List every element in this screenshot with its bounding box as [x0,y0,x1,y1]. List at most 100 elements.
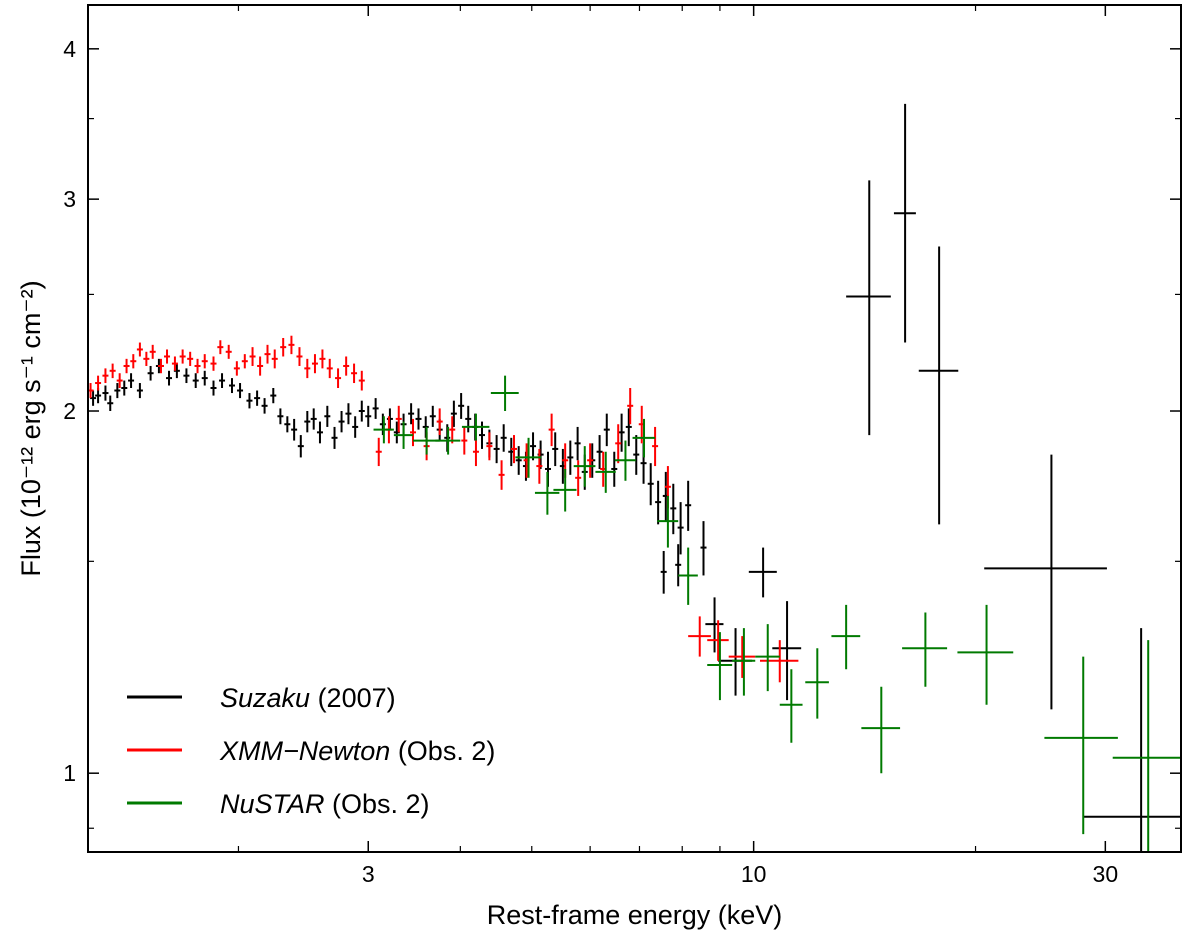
data-point [530,432,537,461]
data-point [171,356,178,371]
data-point [288,335,295,355]
data-point [179,349,186,364]
data-point [201,354,208,369]
legend-entry: XMM−Newton (Obs. 2) [127,736,495,766]
data-point [472,437,479,467]
data-point [201,370,208,386]
data-point [326,358,333,379]
data-point [595,451,616,493]
data-point [429,405,436,427]
data-point [358,400,365,422]
x-tick-label: 30 [1093,861,1119,887]
data-point [685,480,692,531]
data-point [688,616,711,657]
data-point [116,373,123,389]
data-point [102,385,109,401]
data-point [373,416,394,444]
data-point [310,408,317,430]
data-point [500,424,507,452]
data-point [210,356,217,371]
data-point [957,604,1014,705]
data-point [228,378,235,394]
data-point [270,388,277,404]
data-point [633,435,640,475]
data-point [458,393,465,419]
data-point [465,405,472,433]
data-point [678,547,698,605]
data-point [351,363,358,384]
data-point [700,521,707,576]
data-point [130,354,137,369]
x-axis-label: Rest-frame energy (keV) [487,900,783,930]
data-point [375,437,382,467]
data-point [632,418,656,458]
data-point [395,405,402,433]
data-point [805,648,829,719]
data-point [677,502,684,555]
data-point [237,383,244,399]
data-point [652,426,659,467]
plot-frame [87,4,1182,853]
legend-label: Suzaku (2007) [220,683,396,713]
data-point [277,408,284,425]
data-point [136,383,143,399]
data-point [614,440,636,481]
series-2 [373,375,1181,852]
data-point [254,390,261,406]
data-point [461,426,468,455]
data-point [534,471,560,515]
data-point [291,418,298,441]
data-point [596,435,603,469]
data-point [296,347,303,366]
data-point [486,432,493,461]
data-point [284,416,291,433]
data-point [498,460,505,490]
data-point [335,368,342,389]
data-point [435,426,461,455]
data-point [478,421,485,449]
legend-entry: Suzaku (2007) [127,683,396,713]
data-point [772,601,802,701]
legend-label: NuSTAR (Obs. 2) [220,789,430,819]
data-point [297,435,304,458]
data-point [280,337,287,357]
data-point [707,632,733,701]
data-point [372,398,379,419]
data-point [187,351,194,366]
data-point [123,358,130,374]
data-point [358,370,365,391]
data-point [615,424,622,464]
data-point [861,686,901,774]
data-point [718,628,753,696]
data-point [343,356,350,376]
data-point [450,400,457,427]
x-tick-label: 3 [362,861,375,887]
data-point [657,495,679,548]
data-point [338,411,345,433]
y-tick-label: 3 [63,186,76,212]
data-point [225,344,232,359]
data-point [257,356,264,376]
data-point [409,418,416,447]
y-tick-label: 2 [63,398,76,424]
data-point [114,383,121,399]
data-point [567,440,574,475]
data-point [647,463,654,506]
data-point [984,454,1107,710]
data-point [705,597,724,653]
data-point [831,604,861,670]
data-point [311,354,318,374]
data-point [143,351,150,366]
data-point [493,435,500,464]
legend-label: XMM−Newton (Obs. 2) [219,736,495,766]
data-point [408,403,415,425]
data-point [510,435,517,464]
data-point [324,405,331,427]
data-point [618,413,625,452]
data-point [728,636,756,678]
data-point [660,550,667,594]
data-point [846,180,891,436]
data-point [515,446,522,475]
data-point [490,375,519,412]
data-point [755,624,780,692]
